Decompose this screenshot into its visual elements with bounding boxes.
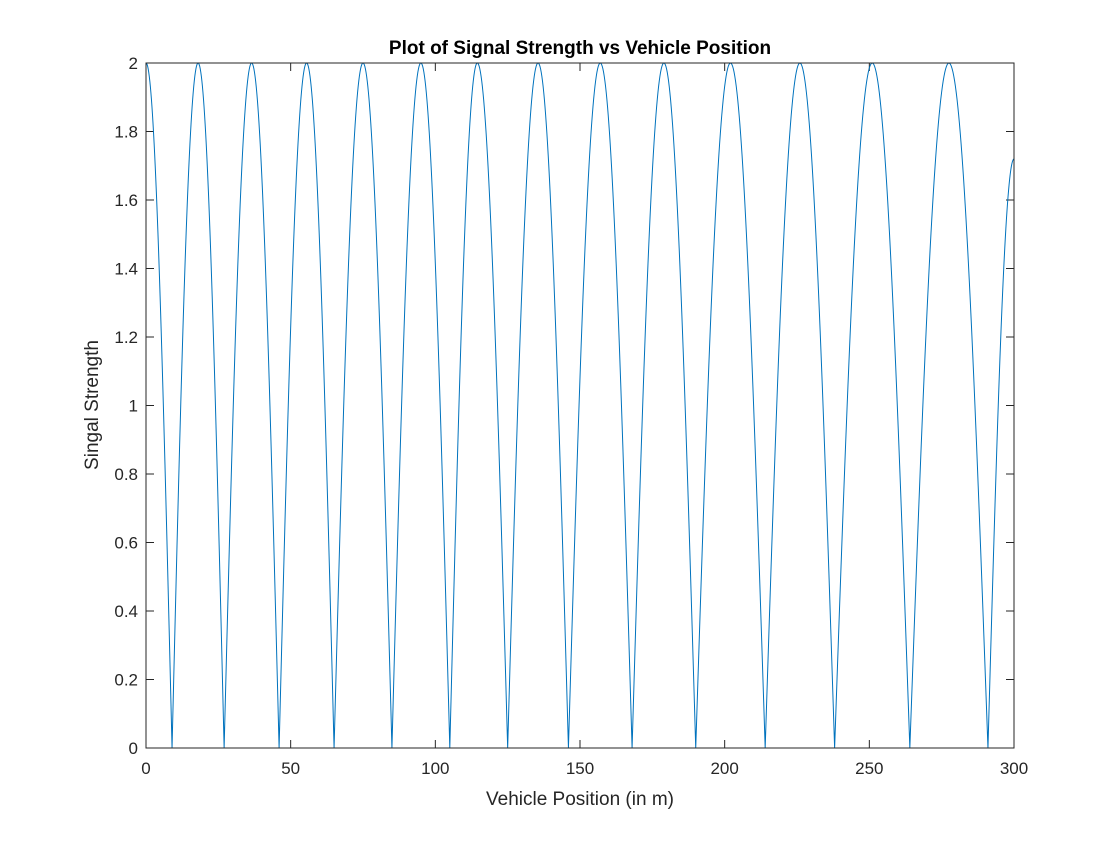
x-tick-label: 250 (855, 759, 883, 778)
axes-box (145, 62, 1015, 749)
y-tick-label: 0.8 (114, 465, 138, 484)
y-tick-label: 1 (129, 397, 138, 416)
x-tick-label: 0 (141, 759, 150, 778)
x-tick-label: 150 (566, 759, 594, 778)
y-tick-label: 0.4 (114, 602, 138, 621)
y-tick-label: 1.8 (114, 123, 138, 142)
tick-labels: 0 50 100 150 200 250 300 0 0.2 0.4 0.6 0.8 1 1.2 1.4 1.… (114, 54, 1028, 778)
plot-area (146, 63, 1014, 748)
y-tick-label: 0 (129, 739, 138, 758)
y-tick-label: 0.2 (114, 671, 138, 690)
y-tick-label: 1.2 (114, 328, 138, 347)
y-tick-label: 1.6 (114, 191, 138, 210)
x-tick-label: 100 (421, 759, 449, 778)
x-tick-label: 300 (1000, 759, 1028, 778)
y-tick-label: 1.4 (114, 260, 138, 279)
x-tick-label: 50 (281, 759, 300, 778)
x-axis-label: Vehicle Position (in m) (486, 789, 674, 810)
y-tick-label: 0.6 (114, 534, 138, 553)
y-tick-label: 2 (129, 54, 138, 73)
chart-title: Plot of Signal Strength vs Vehicle Posit… (389, 38, 771, 59)
x-tick-label: 200 (710, 759, 738, 778)
y-axis-label: Singal Strength (82, 340, 103, 470)
